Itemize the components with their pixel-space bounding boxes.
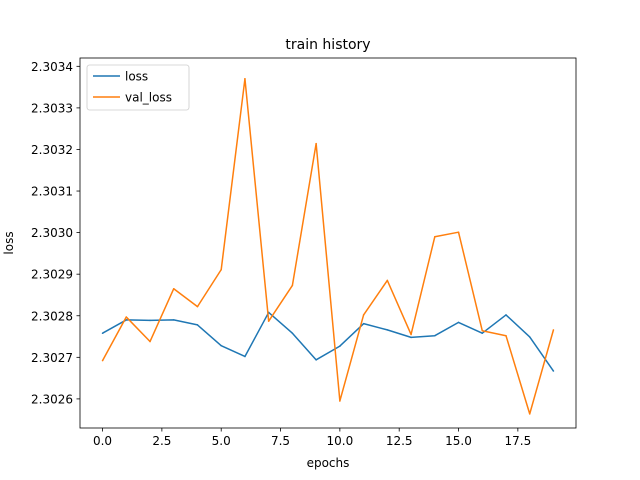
y-tick-label: 2.3030 (31, 226, 73, 240)
y-tick-label: 2.3033 (31, 101, 73, 115)
data-point-val-loss (220, 268, 222, 271)
data-point-loss (101, 332, 104, 334)
data-point-val-loss (149, 340, 151, 343)
data-point-val-loss (481, 329, 484, 332)
data-point-loss (528, 336, 531, 338)
data-point-loss (481, 332, 484, 334)
x-tick-label: 5.0 (212, 434, 231, 448)
x-tick-label: 17.5 (504, 434, 531, 448)
y-axis: 2.3026 2.3027 2.3028 2.3029 2.3030 2.3031 2.30… (31, 60, 80, 406)
legend-label-val-loss: val_loss (125, 91, 172, 105)
data-point-val-loss (244, 78, 246, 80)
y-tick-label: 2.3028 (31, 309, 73, 323)
x-axis: 0.0 2.5 5.0 7.5 10.0 12.5 15.0 17.5 (93, 428, 531, 448)
data-point-val-loss (267, 320, 270, 322)
data-point-val-loss (291, 284, 294, 287)
legend: loss val_loss (86, 64, 190, 111)
legend-label-loss: loss (125, 70, 148, 84)
y-tick-label: 2.3032 (31, 143, 73, 157)
y-tick-label: 2.3034 (31, 60, 73, 74)
x-axis-label: epochs (307, 456, 350, 470)
x-tick-label: 2.5 (152, 434, 171, 448)
chart-title: train history (285, 37, 370, 53)
data-point-val-loss (386, 279, 389, 282)
y-tick-label: 2.3031 (31, 185, 73, 199)
data-point-loss (315, 359, 317, 361)
y-axis-label: loss (2, 231, 16, 254)
plot-frame (79, 57, 577, 429)
x-tick-label: 15.0 (445, 434, 472, 448)
data-point-loss (457, 321, 460, 324)
data-point-val-loss (125, 316, 128, 318)
data-point-val-loss (339, 400, 341, 402)
y-tick-label: 2.3027 (31, 351, 73, 365)
data-point-loss (125, 319, 128, 321)
data-point-val-loss (552, 329, 555, 331)
data-point-val-loss (505, 334, 507, 337)
data-point-val-loss (315, 142, 317, 145)
data-point-loss (362, 322, 365, 325)
data-point-val-loss (410, 333, 412, 336)
data-point-loss (410, 336, 412, 339)
data-point-val-loss (196, 305, 199, 308)
data-point-loss (244, 355, 246, 358)
y-tick-label: 2.3026 (31, 392, 73, 406)
data-point-loss (505, 314, 507, 316)
series-line-val-loss (101, 78, 555, 415)
x-tick-label: 10.0 (327, 434, 354, 448)
data-point-loss (291, 332, 294, 334)
data-point-loss (552, 370, 555, 372)
data-point-val-loss (362, 314, 365, 316)
data-point-loss (434, 334, 436, 337)
data-point-loss (196, 324, 199, 326)
data-point-val-loss (457, 231, 460, 233)
x-tick-label: 0.0 (93, 434, 112, 448)
data-point-val-loss (434, 236, 436, 238)
data-point-loss (149, 319, 151, 322)
data-point-val-loss (101, 359, 104, 362)
y-tick-label: 2.3029 (31, 268, 73, 282)
data-point-loss (386, 329, 389, 331)
data-point-loss (220, 344, 222, 347)
x-tick-label: 7.5 (271, 434, 290, 448)
data-point-val-loss (528, 413, 531, 415)
series-line-loss (102, 311, 555, 372)
data-point-val-loss (172, 287, 175, 290)
x-tick-label: 12.5 (386, 434, 413, 448)
data-point-loss (339, 345, 341, 347)
data-point-loss (172, 319, 175, 321)
